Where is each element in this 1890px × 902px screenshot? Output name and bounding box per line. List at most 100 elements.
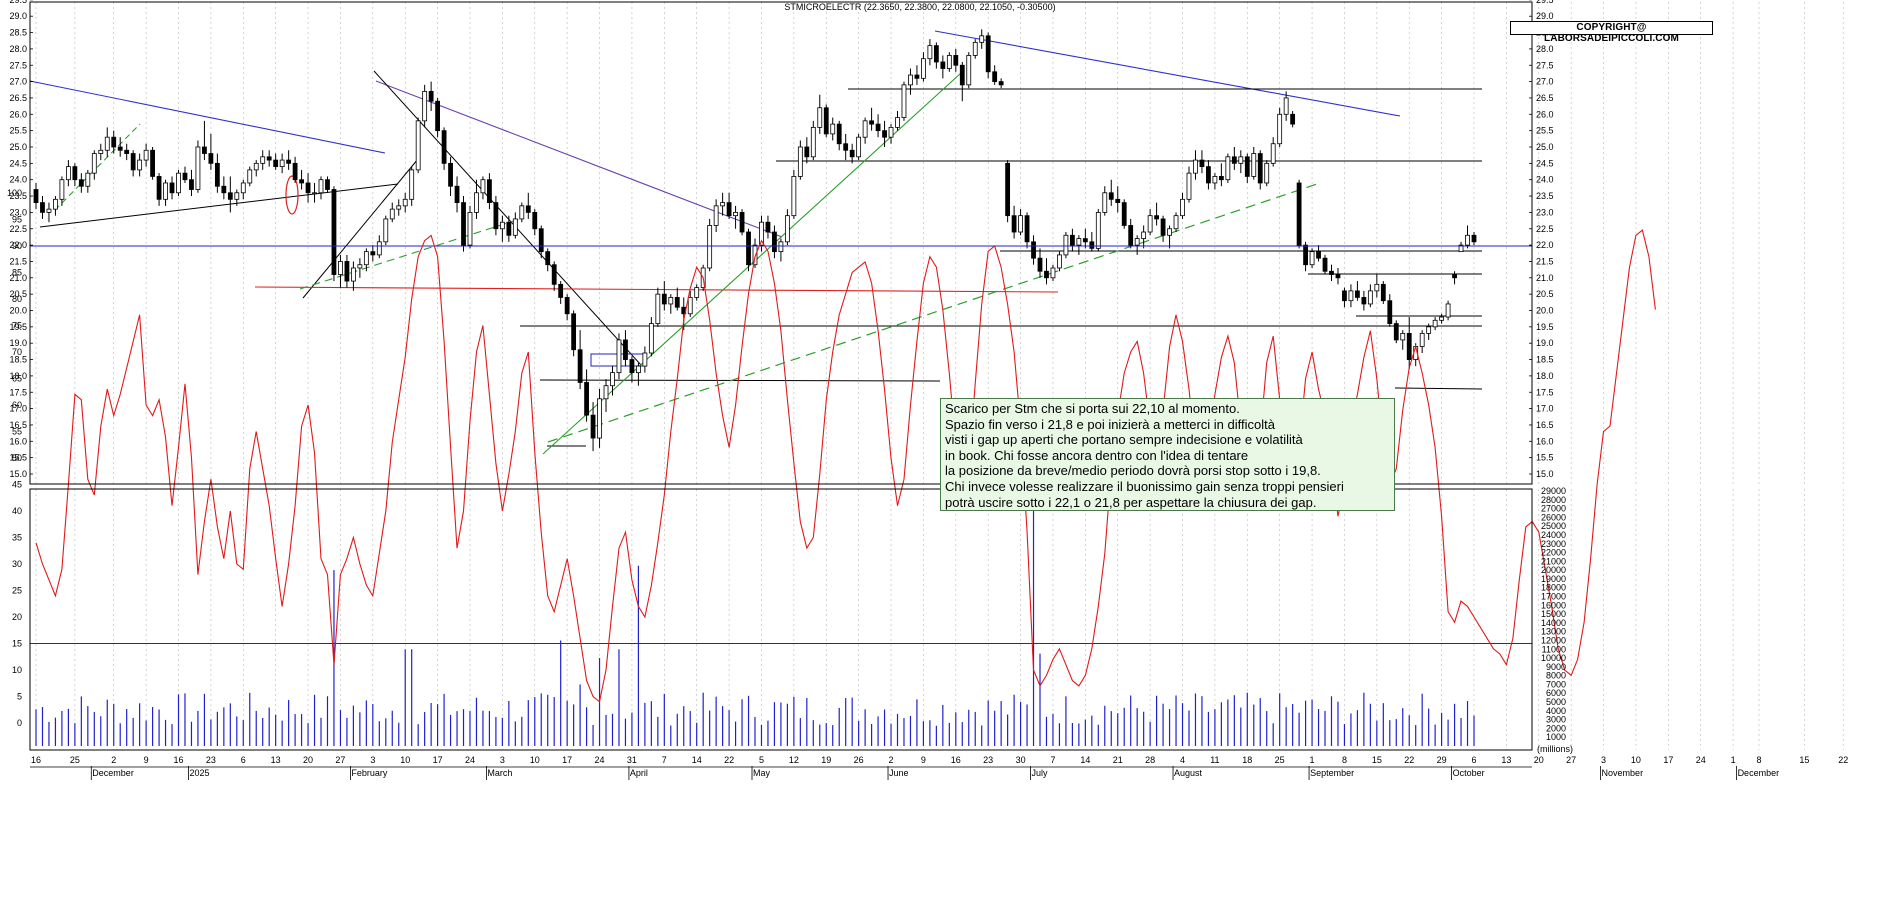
x-day-label: 16 <box>31 755 41 765</box>
price-tick-label-right: 27.0 <box>1536 77 1554 87</box>
candle-body <box>603 385 609 400</box>
candle-body <box>713 205 719 226</box>
volume-tick-label: 12000 <box>1541 635 1566 645</box>
note-line: potrà uscire sotto i 22,1 o 21,8 per asp… <box>945 494 1317 510</box>
x-day-label: 24 <box>1696 755 1706 765</box>
candle-body <box>1193 159 1198 174</box>
candle-body <box>1057 254 1062 269</box>
volume-tick-label: 28000 <box>1541 495 1566 505</box>
candle-body <box>1426 326 1432 334</box>
x-day-label: 16 <box>951 755 961 765</box>
candle-body <box>467 211 473 246</box>
candle-body <box>674 297 680 308</box>
volume-tick-label: 8000 <box>1546 671 1566 681</box>
x-day-label: 15 <box>1799 755 1809 765</box>
candle-body <box>946 55 952 69</box>
candle-body <box>1160 218 1166 236</box>
price-tick-label-left: 23.0 <box>9 207 27 217</box>
note-line: in book. Chi fosse ancora dentro con l'i… <box>945 447 1249 463</box>
oscillator-tick-label: 15 <box>12 639 22 649</box>
candle-body <box>117 146 123 151</box>
price-tick-label-left: 21.5 <box>9 256 27 266</box>
candle-body <box>959 64 965 86</box>
candle-body <box>1296 182 1302 246</box>
x-month-label: September <box>1310 768 1354 778</box>
x-day-label: 4 <box>1180 755 1185 765</box>
candle-body <box>687 297 693 315</box>
x-month-label: July <box>1032 768 1049 778</box>
oscillator-tick-label: 100 <box>7 188 22 198</box>
oscillator-tick-label: 75 <box>12 321 22 331</box>
candle-body <box>875 123 881 132</box>
x-day-label: 27 <box>1566 755 1576 765</box>
candle-body <box>124 149 130 154</box>
candle-body <box>409 169 415 200</box>
price-tick-label-right: 24.5 <box>1536 158 1554 168</box>
candle-body <box>998 81 1004 86</box>
x-day-label: 12 <box>789 755 799 765</box>
x-day-label: 11 <box>1210 755 1219 765</box>
x-day-label: 24 <box>465 755 475 765</box>
uptrend-line-dashed <box>547 182 1321 443</box>
candle-body <box>648 323 654 354</box>
x-day-label: 8 <box>1757 755 1762 765</box>
price-tick-label-left: 25.0 <box>9 142 27 152</box>
volume-tick-label: 9000 <box>1546 662 1566 672</box>
x-day-label: 1 <box>1310 755 1315 765</box>
candle-body <box>150 149 155 177</box>
horizontal-level <box>1394 387 1483 390</box>
x-month-label: 2025 <box>189 768 209 778</box>
candle-body <box>739 211 745 233</box>
horizontal-level <box>539 379 941 382</box>
axis-layer: 15.0 15.0 15.5 15.5 16.0 16.0 16.5 16.5 17.0 17.0… <box>7 0 1848 780</box>
candle-body <box>1458 244 1464 253</box>
x-day-label: 13 <box>1501 755 1511 765</box>
oscillator-tick-label: 50 <box>12 453 22 463</box>
x-day-label: 13 <box>271 755 281 765</box>
candle-body <box>474 192 479 213</box>
candle-body <box>642 352 648 367</box>
oscillator-line <box>35 229 1656 703</box>
candle-body <box>933 45 939 63</box>
candle-body <box>901 84 907 118</box>
x-day-label: 1 <box>1731 755 1736 765</box>
candle-body <box>344 261 350 282</box>
x-day-label: 10 <box>530 755 540 765</box>
candle-body <box>1037 257 1043 272</box>
candle-body <box>1102 192 1108 213</box>
frame-layer <box>29 1 1533 751</box>
x-day-label: 18 <box>1242 755 1252 765</box>
x-day-label: 3 <box>370 755 375 765</box>
note-line: Chi invece volesse realizzare il buoniss… <box>945 478 1344 494</box>
x-day-label: 9 <box>921 755 926 765</box>
volume-tick-label: 29000 <box>1541 486 1566 496</box>
x-month-label: February <box>351 768 388 778</box>
candle-body <box>571 313 577 351</box>
candle-body <box>862 120 868 138</box>
note-line: visti i gap up aperti che portano sempre… <box>945 432 1303 448</box>
candle-body <box>1076 238 1082 246</box>
candle-body <box>435 100 441 132</box>
x-day-label: 2 <box>111 755 116 765</box>
candle-body <box>538 228 544 253</box>
note-line: Spazio fin verso i 21,8 e poi inizierà a… <box>945 416 1275 432</box>
x-day-label: 30 <box>1016 755 1026 765</box>
candle-body <box>104 136 110 151</box>
price-tick-label-right: 20.5 <box>1536 289 1554 299</box>
candle-body <box>176 172 181 194</box>
x-day-label: 2 <box>889 755 894 765</box>
volume-tick-label: 24000 <box>1541 530 1566 540</box>
x-day-label: 17 <box>433 755 443 765</box>
volume-tick-label: 11000 <box>1542 644 1566 654</box>
gap-ellipse <box>285 175 299 215</box>
candle-body <box>1011 215 1017 233</box>
price-tick-label-left: 28.5 <box>9 28 27 38</box>
x-day-label: 25 <box>70 755 80 765</box>
note-line: Scarico per Stm che si porta sui 22,10 a… <box>945 401 1240 416</box>
price-tick-label-left: 23.5 <box>9 191 27 201</box>
candle-body <box>1063 234 1069 256</box>
candle-body <box>422 91 428 122</box>
price-tick-label-right: 29.5 <box>1536 0 1554 5</box>
candle-body <box>1082 238 1088 243</box>
